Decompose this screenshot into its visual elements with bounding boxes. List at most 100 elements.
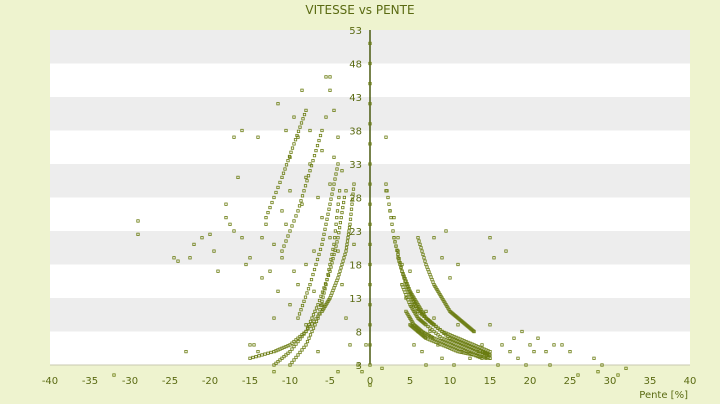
data-point (401, 272, 405, 277)
data-point (448, 276, 452, 280)
data-point (480, 349, 484, 354)
data-point (313, 323, 317, 327)
data-point (269, 350, 273, 355)
data-point (488, 353, 492, 357)
data-point (304, 262, 308, 267)
data-point (337, 272, 341, 277)
data-point (294, 214, 298, 218)
data-point (436, 326, 440, 330)
data-point (444, 229, 448, 233)
data-point (274, 190, 278, 195)
data-point (290, 341, 294, 345)
x-tick-label: -5 (325, 376, 335, 387)
data-point (324, 115, 328, 119)
data-point (345, 239, 350, 243)
data-point (248, 356, 252, 360)
data-point (349, 212, 353, 216)
y-tick-label: 33 (349, 160, 362, 171)
data-point (336, 162, 340, 166)
data-point (323, 227, 327, 231)
x-tick-label: -35 (82, 376, 98, 387)
data-point (334, 222, 338, 226)
data-point (368, 282, 372, 287)
data-point (304, 329, 308, 334)
data-point (368, 343, 372, 347)
data-point (368, 222, 372, 226)
data-point (350, 197, 355, 201)
data-point (274, 361, 278, 365)
data-point (320, 148, 324, 153)
data-point (299, 121, 304, 125)
data-point (416, 236, 420, 240)
data-point (319, 303, 323, 308)
data-point (351, 187, 356, 191)
x-tick-label: 15 (484, 376, 497, 387)
x-tick-label: 5 (407, 376, 413, 387)
data-point (552, 343, 556, 347)
data-point (208, 232, 212, 236)
data-point (306, 174, 311, 178)
data-point (344, 246, 349, 250)
data-point (308, 169, 312, 173)
data-point (294, 338, 298, 342)
x-axis-label: Pente [%] (639, 390, 688, 400)
data-point (325, 217, 329, 221)
data-point (312, 289, 316, 293)
data-point (326, 272, 330, 277)
data-point (311, 326, 316, 330)
data-point (288, 189, 292, 193)
data-point (293, 138, 298, 142)
data-point (394, 244, 398, 248)
data-point (305, 291, 309, 295)
data-point (278, 180, 282, 185)
data-point (307, 336, 311, 340)
data-point (496, 363, 500, 367)
data-point (316, 349, 320, 354)
data-point (317, 252, 321, 257)
data-point (297, 312, 302, 316)
data-point (252, 343, 256, 347)
data-point (330, 261, 334, 265)
data-point (337, 226, 342, 230)
data-point (305, 326, 310, 330)
data-point (440, 329, 444, 334)
data-point (284, 239, 288, 243)
data-point (384, 182, 388, 186)
data-point (472, 329, 476, 334)
data-point (290, 347, 294, 351)
data-point (397, 259, 401, 263)
data-point (270, 200, 274, 205)
data-point (288, 343, 292, 347)
data-point (280, 175, 284, 179)
data-point (296, 282, 300, 287)
data-point (335, 240, 339, 244)
data-point (284, 353, 288, 357)
data-point (335, 209, 340, 213)
data-point (420, 249, 424, 253)
data-point (304, 108, 308, 112)
data-point (548, 363, 552, 367)
data-point (300, 334, 304, 339)
data-point (309, 277, 314, 282)
x-tick-label: -30 (122, 376, 138, 387)
data-point (272, 195, 276, 200)
data-point (568, 349, 572, 354)
data-point (412, 343, 416, 347)
data-point (312, 249, 316, 253)
data-point (342, 195, 347, 200)
data-point (348, 222, 352, 226)
data-point (306, 287, 311, 291)
data-point (316, 303, 320, 307)
data-point (350, 202, 354, 206)
data-point (292, 115, 296, 119)
data-point (330, 192, 334, 196)
data-point (368, 142, 372, 146)
data-point (504, 249, 508, 253)
data-point (317, 138, 321, 143)
data-point (332, 155, 336, 159)
data-point (136, 219, 140, 223)
data-point (311, 313, 316, 317)
x-tick-label: 30 (604, 376, 617, 387)
data-point (331, 187, 335, 191)
